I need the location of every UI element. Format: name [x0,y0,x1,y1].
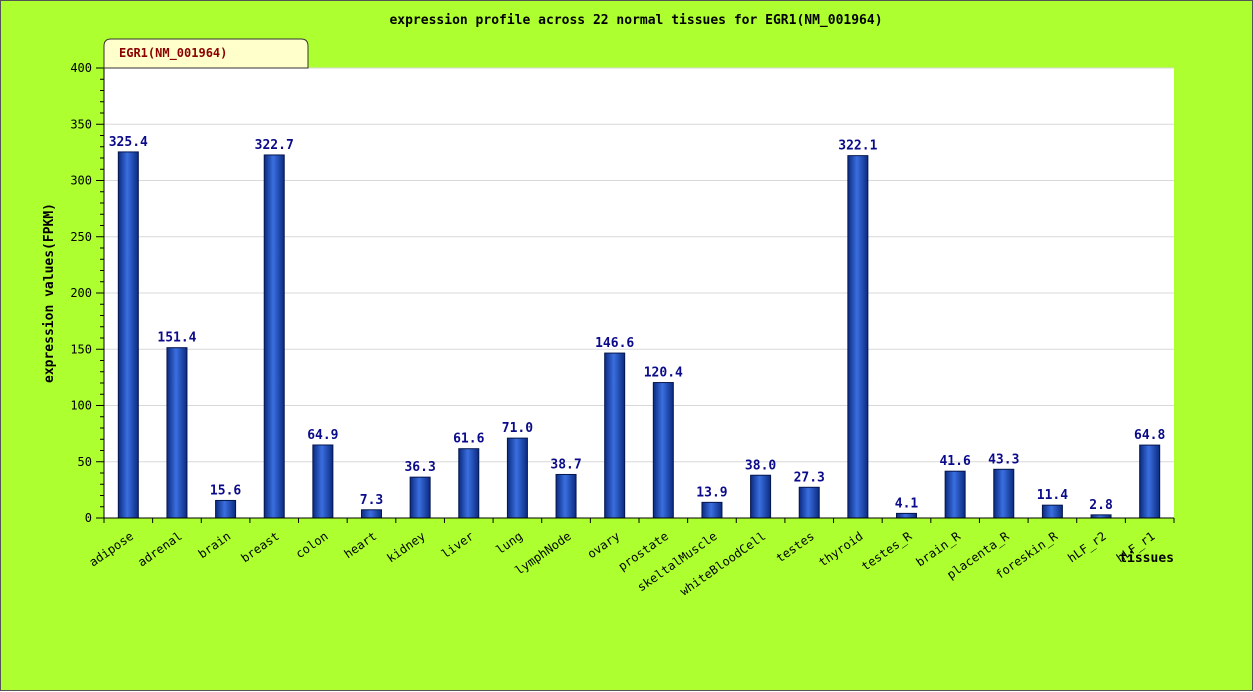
y-tick-label: 350 [70,117,92,131]
axes-group [96,67,1175,523]
value-label: 38.7 [550,457,581,472]
x-tick-label: lung [493,529,525,557]
legend-label: EGR1(NM_001964) [119,46,227,61]
value-label: 27.3 [794,470,825,485]
value-label: 2.8 [1089,498,1113,513]
value-label: 4.1 [895,496,919,511]
x-tick-label: ovary [585,529,623,561]
value-label: 64.8 [1134,428,1165,443]
y-axis-label: expression values(FPKM) [42,203,57,383]
x-tick-label: hLF_r2 [1065,529,1109,565]
x-tick-label: liver [439,529,477,561]
bar-liver [458,448,480,519]
value-label: 13.9 [696,485,727,500]
x-tick-label: kidney [384,529,428,565]
bar-lung [506,437,528,519]
value-label: 146.6 [595,336,634,351]
value-label: 61.6 [453,432,484,447]
bar-kidney [409,476,431,519]
x-tick-label: heart [342,529,380,561]
y-tick-label: 100 [70,399,92,413]
value-label: 64.9 [307,428,338,443]
value-label: 71.0 [502,421,533,436]
x-tick-label: brain [196,529,234,561]
legend-tab: EGR1(NM_001964) [103,38,309,69]
bar-foreskin_R [1041,504,1063,519]
bar-colon [312,444,334,519]
x-tick-label: testes_R [859,529,915,574]
value-label: 120.4 [644,366,683,381]
value-label: 43.3 [988,452,1019,467]
bar-hLF_r1 [1139,444,1161,519]
value-label: 7.3 [360,493,383,508]
bar-testes [798,486,820,519]
bar-adipose [117,151,139,519]
x-tick-label: whiteBloodCell [677,529,768,598]
value-label: 15.6 [210,483,241,498]
bar-placenta_R [993,468,1015,519]
value-labels-group: 325.4 151.4 15.6 322.7 64.9 7.3 36.3 61.6 71.0 38… [109,135,1166,513]
x-tick-label: colon [293,529,331,561]
x-tick-label: adipose [87,529,136,569]
y-tick-label: 150 [70,342,92,356]
x-tick-label: thyroid [816,529,865,569]
chart-title: expression profile across 22 normal tiss… [389,13,882,28]
x-tick-label: adrenal [135,529,184,569]
bar-adrenal [166,347,188,519]
x-axis-label: tissues [1119,551,1174,566]
bar-breast [263,154,285,519]
y-tick-label: 400 [70,61,92,75]
bar-testes_R [896,512,917,519]
bar-lymphNode [555,473,577,519]
value-label: 322.1 [838,139,877,154]
value-label: 36.3 [404,460,435,475]
y-tick-label: 200 [70,286,92,300]
bar-brain_R [944,470,966,519]
x-tick-label: testes [773,529,817,565]
bar-brain [215,499,237,519]
y-tick-labels: 0 50 100 150 200 250 300 350 400 [70,61,92,525]
bar-prostate [652,382,674,519]
x-tick-label: breast [238,529,282,565]
bar-ovary [604,352,626,519]
bar-thyroid [847,155,869,519]
bar-heart [361,509,382,519]
value-label: 38.0 [745,458,776,473]
y-tick-label: 0 [85,511,92,525]
value-label: 151.4 [157,331,196,346]
value-label: 322.7 [255,138,294,153]
value-label: 325.4 [109,135,148,150]
y-tick-label: 50 [78,455,92,469]
y-tick-label: 300 [70,174,92,188]
value-label: 11.4 [1037,488,1068,503]
value-label: 41.6 [939,454,970,469]
x-tick-labels: adipose adrenal brain breast colon heart kidne… [87,529,1158,599]
bar-skeltalMuscle [701,501,723,519]
y-tick-label: 250 [70,230,92,244]
bar-whiteBloodCell [750,474,772,519]
